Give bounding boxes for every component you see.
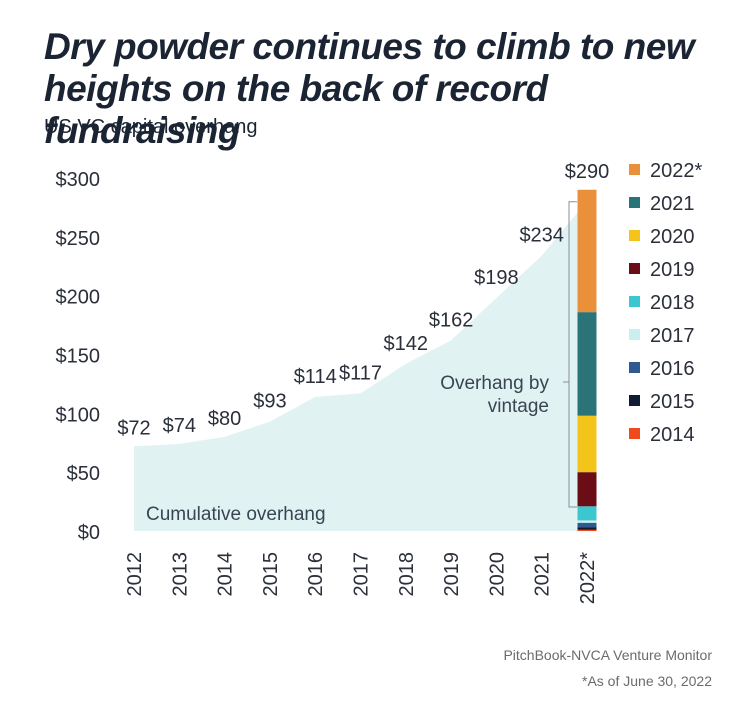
x-tick-label: 2012 (124, 552, 146, 597)
value-label: $80 (208, 408, 241, 430)
legend-swatch (629, 197, 640, 208)
stacked-bar-segment (577, 472, 597, 507)
value-label: $142 (384, 333, 429, 355)
value-label: $162 (429, 309, 474, 331)
footnote-text: *As of June 30, 2022 (582, 673, 712, 689)
stacked-bar-segment (577, 189, 597, 313)
stacked-bar-segment (577, 312, 597, 416)
value-label: $72 (117, 417, 150, 439)
legend-label: 2017 (650, 325, 695, 347)
source-text: PitchBook-NVCA Venture Monitor (503, 647, 712, 663)
legend-swatch (629, 329, 640, 340)
x-tick-label: 2019 (441, 552, 463, 597)
bar-annotation: Overhang by vintage (440, 373, 549, 417)
stacked-bar-segment (577, 529, 597, 531)
value-label: $234 (519, 225, 564, 247)
legend-label: 2016 (650, 358, 695, 380)
stacked-bar-segment (577, 506, 597, 521)
legend-swatch (629, 230, 640, 241)
legend-swatch (629, 395, 640, 406)
stacked-bar-segment (577, 520, 597, 523)
y-tick-label: $50 (67, 463, 100, 485)
x-tick-label: 2016 (305, 552, 327, 597)
x-tick-label: 2020 (486, 552, 508, 597)
value-label: $290 (565, 161, 610, 183)
y-tick-label: $150 (56, 346, 101, 368)
chart-subtitle: US VC capital overhang (44, 116, 258, 138)
legend-swatch (629, 164, 640, 175)
stacked-bar-segment (577, 522, 597, 528)
legend-label: 2021 (650, 193, 695, 215)
x-tick-label: 2013 (169, 552, 191, 597)
legend-swatch (629, 428, 640, 439)
vintage-bracket (568, 201, 577, 508)
x-tick-label: 2015 (260, 552, 282, 597)
cumulative-overhang-area (134, 189, 597, 531)
legend-label: 2022* (650, 160, 702, 182)
legend-label: 2014 (650, 424, 695, 446)
stacked-bar-segment (577, 415, 597, 473)
y-tick-label: $200 (56, 287, 101, 309)
y-tick-label: $100 (56, 404, 101, 426)
value-label: $117 (339, 362, 382, 384)
area-annotation: Cumulative overhang (146, 504, 326, 525)
x-tick-label: 2017 (351, 552, 373, 597)
legend-label: 2019 (650, 259, 695, 281)
y-tick-label: $300 (56, 169, 101, 191)
stacked-bar-segment (577, 527, 597, 530)
legend-label: 2015 (650, 391, 695, 413)
x-tick-label: 2014 (215, 552, 237, 597)
chart-canvas: $0 $50 $100 $150 $200 $250 $300 2012 2013 2014 201… (56, 160, 703, 604)
value-label: $114 (294, 366, 337, 388)
legend-swatch (629, 263, 640, 274)
source-note: PitchBook-NVCA Venture Monitor *As of Ju… (503, 642, 712, 694)
x-tick-label: 2021 (532, 552, 554, 597)
legend-label: 2018 (650, 292, 695, 314)
value-label: $74 (163, 415, 196, 437)
x-tick-label: 2018 (396, 552, 418, 597)
legend-label: 2020 (650, 226, 695, 248)
y-tick-label: $0 (78, 522, 100, 544)
chart-title: Dry powder continues to climb to new hei… (44, 26, 695, 151)
legend-swatch (629, 296, 640, 307)
x-tick-label: 2022* (577, 552, 599, 604)
y-tick-label: $250 (56, 228, 101, 250)
value-label: $198 (474, 267, 519, 289)
legend-swatch (629, 362, 640, 373)
value-label: $93 (253, 391, 286, 413)
